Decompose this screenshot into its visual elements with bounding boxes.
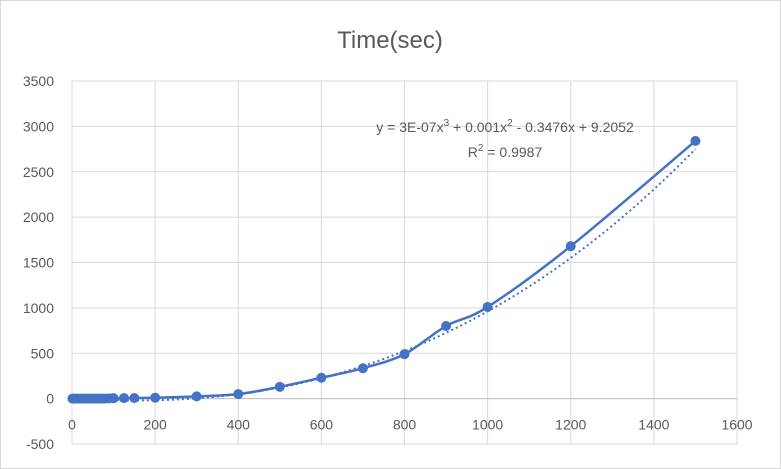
data-series [72,139,697,400]
x-tick-label: 1200 [555,417,586,433]
y-tick-label: 500 [31,345,55,361]
data-point [690,135,701,146]
data-point [108,393,119,404]
data-point [316,372,327,383]
y-tick-label: 2000 [23,209,54,225]
data-point [565,241,576,252]
x-tick-label: 1400 [638,417,669,433]
data-point [399,349,410,360]
data-point [191,391,202,402]
x-tick-label: 800 [393,417,417,433]
trendline-equation: y = 3E-07x3 + 0.001x2 - 0.3476x + 9.2052 [376,118,634,135]
x-axis-ticks: 0 200 400 600 800 1000 1200 1400 1600 [68,417,753,433]
y-tick-label: 3500 [23,73,54,89]
gridlines [71,80,738,445]
data-point [441,321,452,332]
y-tick-label: 1000 [23,300,54,316]
data-point [129,392,140,403]
data-points [67,135,701,404]
data-point [150,392,161,403]
x-tick-label: 200 [143,417,167,433]
x-tick-label: 600 [310,417,334,433]
y-tick-label: 3000 [23,118,54,134]
chart-title: Time(sec) [337,27,443,54]
x-tick-label: 1000 [472,417,503,433]
x-tick-label: 1600 [721,417,752,433]
trendline [71,148,697,402]
y-tick-label: -500 [26,436,54,452]
y-axis-ticks: -500 0 500 1000 1500 2000 2500 3000 3500 [23,73,54,452]
series-line [72,139,697,400]
y-tick-label: 1500 [23,255,54,271]
data-point [357,363,368,374]
trendline-path [71,148,697,402]
data-point [233,389,244,400]
data-point [482,301,493,312]
data-point [118,393,129,404]
data-point [274,381,285,392]
r-squared-label: R2 = 0.9987 [468,143,543,160]
x-tick-label: 0 [68,417,76,433]
y-tick-label: 2500 [23,164,54,180]
x-tick-label: 400 [227,417,251,433]
y-tick-label: 0 [46,391,54,407]
